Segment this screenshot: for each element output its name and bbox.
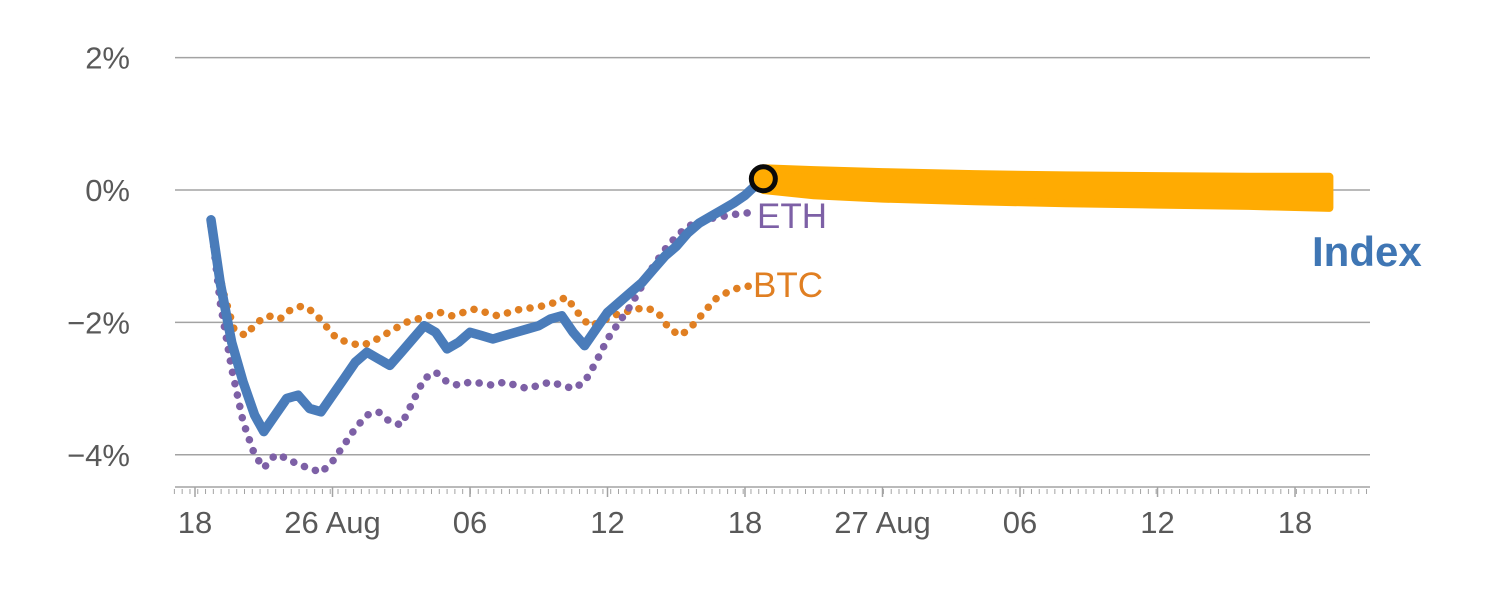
- btc-line: [207, 222, 754, 350]
- x-tick-label: 18: [178, 505, 212, 540]
- y-tick-label: −2%: [67, 305, 130, 340]
- series-label-btc: BTC: [753, 266, 823, 305]
- series-label-eth: ETH: [757, 197, 827, 236]
- index-line: [206, 173, 769, 437]
- index-end-marker: [748, 164, 778, 194]
- x-tick-label: 18: [1278, 505, 1312, 540]
- y-tick-label: 0%: [85, 173, 130, 208]
- series-label-index: Index: [1312, 228, 1422, 275]
- y-tick-label: 2%: [85, 41, 130, 76]
- y-tick-label: −4%: [67, 438, 130, 473]
- x-tick-label: 06: [453, 505, 487, 540]
- x-tick-label: 27 Aug: [834, 505, 931, 540]
- x-tick-label: 18: [728, 505, 762, 540]
- eth-line: [207, 208, 761, 477]
- x-tick-label: 26 Aug: [284, 505, 381, 540]
- x-tick-label: 06: [1003, 505, 1037, 540]
- forecast-band: [759, 164, 1334, 212]
- x-tick-label: 12: [590, 505, 624, 540]
- x-tick-label: 12: [1140, 505, 1174, 540]
